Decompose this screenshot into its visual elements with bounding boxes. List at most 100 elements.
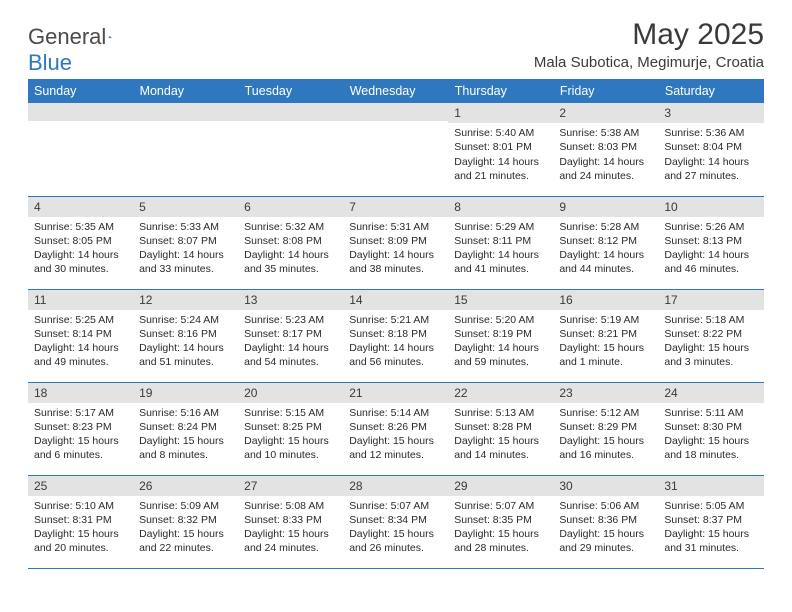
daylight-line: Daylight: 15 hours and 20 minutes. <box>34 527 127 555</box>
sunset-line: Sunset: 8:23 PM <box>34 420 127 434</box>
day-content: Sunrise: 5:13 AMSunset: 8:28 PMDaylight:… <box>448 403 553 467</box>
day-number: 13 <box>238 290 343 310</box>
brand-logo: General <box>28 18 132 50</box>
day-content: Sunrise: 5:21 AMSunset: 8:18 PMDaylight:… <box>343 310 448 374</box>
day-number: 21 <box>343 383 448 403</box>
sunset-line: Sunset: 8:36 PM <box>559 513 652 527</box>
day-number: 22 <box>448 383 553 403</box>
calendar-day-cell: 3Sunrise: 5:36 AMSunset: 8:04 PMDaylight… <box>658 103 763 196</box>
day-number: 11 <box>28 290 133 310</box>
calendar-day-cell: 11Sunrise: 5:25 AMSunset: 8:14 PMDayligh… <box>28 289 133 382</box>
day-number: 5 <box>133 197 238 217</box>
daylight-line: Daylight: 14 hours and 59 minutes. <box>454 341 547 369</box>
sunset-line: Sunset: 8:31 PM <box>34 513 127 527</box>
calendar-day-cell: 28Sunrise: 5:07 AMSunset: 8:34 PMDayligh… <box>343 475 448 568</box>
calendar-day-cell: 18Sunrise: 5:17 AMSunset: 8:23 PMDayligh… <box>28 382 133 475</box>
empty-daynum <box>343 103 448 121</box>
sunrise-line: Sunrise: 5:10 AM <box>34 499 127 513</box>
sunrise-line: Sunrise: 5:20 AM <box>454 313 547 327</box>
empty-daynum <box>238 103 343 121</box>
sunset-line: Sunset: 8:26 PM <box>349 420 442 434</box>
sunrise-line: Sunrise: 5:28 AM <box>559 220 652 234</box>
daylight-line: Daylight: 15 hours and 8 minutes. <box>139 434 232 462</box>
sunrise-line: Sunrise: 5:07 AM <box>454 499 547 513</box>
sunset-line: Sunset: 8:22 PM <box>664 327 757 341</box>
calendar-day-cell: 21Sunrise: 5:14 AMSunset: 8:26 PMDayligh… <box>343 382 448 475</box>
day-content: Sunrise: 5:29 AMSunset: 8:11 PMDaylight:… <box>448 217 553 281</box>
daylight-line: Daylight: 14 hours and 49 minutes. <box>34 341 127 369</box>
calendar-day-cell: 10Sunrise: 5:26 AMSunset: 8:13 PMDayligh… <box>658 196 763 289</box>
day-number: 15 <box>448 290 553 310</box>
calendar-day-cell: 29Sunrise: 5:07 AMSunset: 8:35 PMDayligh… <box>448 475 553 568</box>
day-content: Sunrise: 5:26 AMSunset: 8:13 PMDaylight:… <box>658 217 763 281</box>
calendar-day-cell: 31Sunrise: 5:05 AMSunset: 8:37 PMDayligh… <box>658 475 763 568</box>
day-content: Sunrise: 5:40 AMSunset: 8:01 PMDaylight:… <box>448 123 553 187</box>
sunset-line: Sunset: 8:03 PM <box>559 140 652 154</box>
daylight-line: Daylight: 14 hours and 41 minutes. <box>454 248 547 276</box>
brand-name-part2-wrap: Blue <box>28 50 72 76</box>
calendar-day-cell: 1Sunrise: 5:40 AMSunset: 8:01 PMDaylight… <box>448 103 553 196</box>
page-header: General May 2025 Mala Subotica, Megimurj… <box>28 18 764 71</box>
daylight-line: Daylight: 15 hours and 1 minute. <box>559 341 652 369</box>
day-number: 18 <box>28 383 133 403</box>
daylight-line: Daylight: 14 hours and 46 minutes. <box>664 248 757 276</box>
day-number: 20 <box>238 383 343 403</box>
sunset-line: Sunset: 8:34 PM <box>349 513 442 527</box>
day-content: Sunrise: 5:14 AMSunset: 8:26 PMDaylight:… <box>343 403 448 467</box>
day-content: Sunrise: 5:09 AMSunset: 8:32 PMDaylight:… <box>133 496 238 560</box>
day-content: Sunrise: 5:38 AMSunset: 8:03 PMDaylight:… <box>553 123 658 187</box>
daylight-line: Daylight: 14 hours and 44 minutes. <box>559 248 652 276</box>
day-content: Sunrise: 5:19 AMSunset: 8:21 PMDaylight:… <box>553 310 658 374</box>
calendar-day-cell: 26Sunrise: 5:09 AMSunset: 8:32 PMDayligh… <box>133 475 238 568</box>
sunrise-line: Sunrise: 5:15 AM <box>244 406 337 420</box>
daylight-line: Daylight: 14 hours and 51 minutes. <box>139 341 232 369</box>
calendar-day-cell <box>28 103 133 196</box>
sunrise-line: Sunrise: 5:14 AM <box>349 406 442 420</box>
sunrise-line: Sunrise: 5:35 AM <box>34 220 127 234</box>
day-content: Sunrise: 5:33 AMSunset: 8:07 PMDaylight:… <box>133 217 238 281</box>
sunset-line: Sunset: 8:25 PM <box>244 420 337 434</box>
sunset-line: Sunset: 8:33 PM <box>244 513 337 527</box>
day-number: 24 <box>658 383 763 403</box>
calendar-day-cell: 19Sunrise: 5:16 AMSunset: 8:24 PMDayligh… <box>133 382 238 475</box>
calendar-day-cell: 9Sunrise: 5:28 AMSunset: 8:12 PMDaylight… <box>553 196 658 289</box>
day-number: 10 <box>658 197 763 217</box>
daylight-line: Daylight: 14 hours and 30 minutes. <box>34 248 127 276</box>
calendar-day-cell: 6Sunrise: 5:32 AMSunset: 8:08 PMDaylight… <box>238 196 343 289</box>
sunrise-line: Sunrise: 5:12 AM <box>559 406 652 420</box>
daylight-line: Daylight: 15 hours and 3 minutes. <box>664 341 757 369</box>
sunrise-line: Sunrise: 5:29 AM <box>454 220 547 234</box>
sunset-line: Sunset: 8:29 PM <box>559 420 652 434</box>
sunrise-line: Sunrise: 5:38 AM <box>559 126 652 140</box>
sunrise-line: Sunrise: 5:40 AM <box>454 126 547 140</box>
calendar-week-row: 25Sunrise: 5:10 AMSunset: 8:31 PMDayligh… <box>28 475 764 568</box>
daylight-line: Daylight: 15 hours and 22 minutes. <box>139 527 232 555</box>
day-content: Sunrise: 5:18 AMSunset: 8:22 PMDaylight:… <box>658 310 763 374</box>
day-number: 26 <box>133 476 238 496</box>
sunset-line: Sunset: 8:07 PM <box>139 234 232 248</box>
sunset-line: Sunset: 8:37 PM <box>664 513 757 527</box>
sunset-line: Sunset: 8:08 PM <box>244 234 337 248</box>
sunset-line: Sunset: 8:19 PM <box>454 327 547 341</box>
daylight-line: Daylight: 14 hours and 56 minutes. <box>349 341 442 369</box>
sail-icon <box>108 28 112 46</box>
calendar-day-cell: 5Sunrise: 5:33 AMSunset: 8:07 PMDaylight… <box>133 196 238 289</box>
empty-daynum <box>133 103 238 121</box>
day-number: 25 <box>28 476 133 496</box>
sunset-line: Sunset: 8:17 PM <box>244 327 337 341</box>
calendar-day-cell: 30Sunrise: 5:06 AMSunset: 8:36 PMDayligh… <box>553 475 658 568</box>
calendar-week-row: 1Sunrise: 5:40 AMSunset: 8:01 PMDaylight… <box>28 103 764 196</box>
calendar-day-cell: 14Sunrise: 5:21 AMSunset: 8:18 PMDayligh… <box>343 289 448 382</box>
daylight-line: Daylight: 15 hours and 6 minutes. <box>34 434 127 462</box>
daylight-line: Daylight: 15 hours and 28 minutes. <box>454 527 547 555</box>
daylight-line: Daylight: 14 hours and 38 minutes. <box>349 248 442 276</box>
day-number: 8 <box>448 197 553 217</box>
sunset-line: Sunset: 8:13 PM <box>664 234 757 248</box>
calendar-body: 1Sunrise: 5:40 AMSunset: 8:01 PMDaylight… <box>28 103 764 568</box>
location-text: Mala Subotica, Megimurje, Croatia <box>534 54 764 71</box>
day-number: 7 <box>343 197 448 217</box>
calendar-day-cell: 20Sunrise: 5:15 AMSunset: 8:25 PMDayligh… <box>238 382 343 475</box>
daylight-line: Daylight: 15 hours and 12 minutes. <box>349 434 442 462</box>
sunrise-line: Sunrise: 5:08 AM <box>244 499 337 513</box>
calendar-page: General May 2025 Mala Subotica, Megimurj… <box>0 0 792 587</box>
